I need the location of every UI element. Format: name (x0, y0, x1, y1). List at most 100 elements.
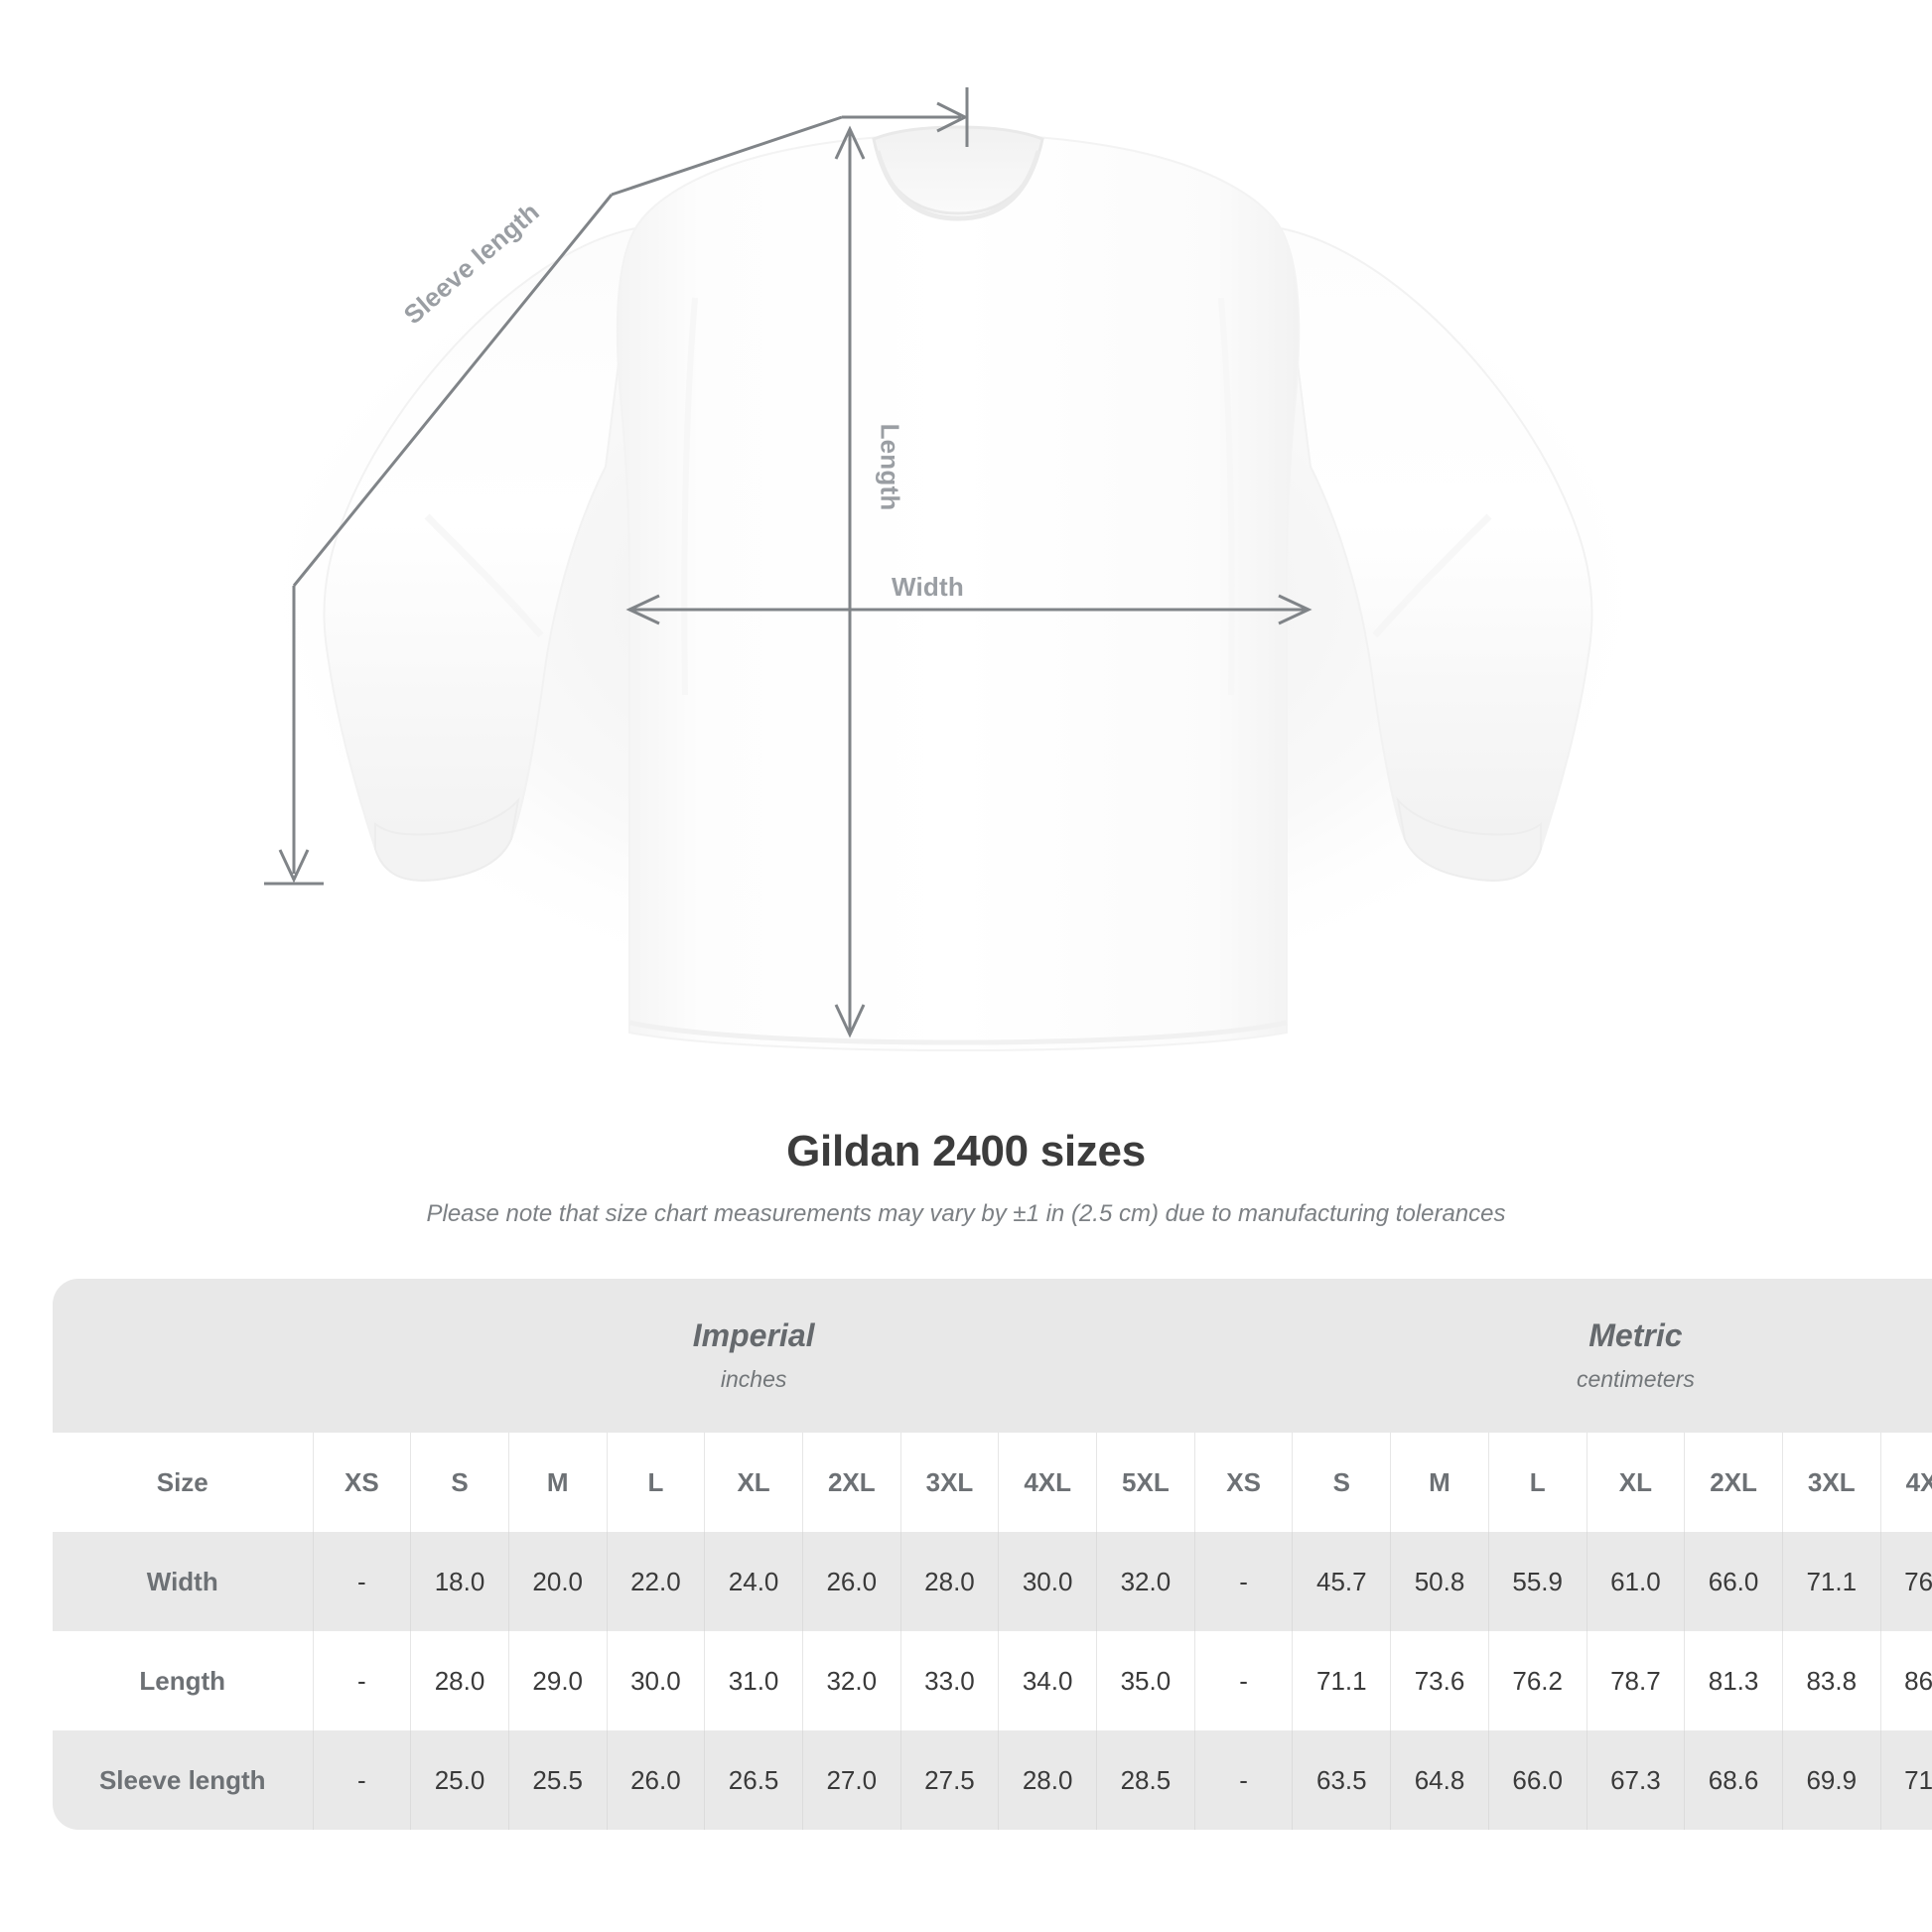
size-column-header-metric-2xl: 2XL (1684, 1433, 1783, 1532)
tolerance-note: Please note that size chart measurements… (426, 1200, 1506, 1227)
measurement-row-label-sleeve-length: Sleeve length (53, 1730, 314, 1830)
cell-length-imperial-5xl: 35.0 (1096, 1631, 1195, 1730)
cell-sleeve-length-imperial-l: 26.0 (607, 1730, 706, 1830)
unit-group-name: Metric (1588, 1317, 1683, 1354)
cell-length-imperial-xs: - (313, 1631, 412, 1730)
cell-width-metric-2xl: 66.0 (1684, 1532, 1783, 1631)
cell-width-imperial-2xl: 26.0 (802, 1532, 901, 1631)
cell-length-metric-xs: - (1194, 1631, 1294, 1730)
size-column-header-metric-4xl: 4XL (1880, 1433, 1932, 1532)
cell-sleeve-length-metric-s: 63.5 (1292, 1730, 1392, 1830)
cell-length-imperial-2xl: 32.0 (802, 1631, 901, 1730)
shirt-body (616, 132, 1301, 1052)
cell-width-imperial-xl: 24.0 (704, 1532, 803, 1631)
table-head: Imperial inches Metric centimeters Size XS S M… (53, 1279, 1932, 1532)
size-column-header-metric-3xl: 3XL (1782, 1433, 1881, 1532)
cell-sleeve-length-imperial-xl: 26.5 (704, 1730, 803, 1830)
size-column-header-metric-s: S (1292, 1433, 1392, 1532)
cell-length-imperial-4xl: 34.0 (998, 1631, 1097, 1730)
cell-length-metric-4xl: 86.4 (1880, 1631, 1932, 1730)
cell-length-metric-3xl: 83.8 (1782, 1631, 1881, 1730)
unit-group-subtitle: inches (720, 1365, 787, 1392)
cell-length-imperial-s: 28.0 (410, 1631, 509, 1730)
cell-sleeve-length-metric-m: 64.8 (1390, 1730, 1489, 1830)
cell-sleeve-length-metric-xl: 67.3 (1587, 1730, 1686, 1830)
left-cuff (374, 796, 520, 882)
cell-length-metric-s: 71.1 (1292, 1631, 1392, 1730)
size-column-header-imperial-l: L (607, 1433, 706, 1532)
cell-sleeve-length-imperial-xs: - (313, 1730, 412, 1830)
width-label: Width (892, 572, 964, 602)
size-column-header-imperial-2xl: 2XL (802, 1433, 901, 1532)
size-column-header-imperial-xl: XL (704, 1433, 803, 1532)
unit-group-subtitle: centimeters (1576, 1365, 1695, 1392)
size-column-header-imperial-3xl: 3XL (900, 1433, 1000, 1532)
cell-sleeve-length-imperial-2xl: 27.0 (802, 1730, 901, 1830)
size-column-header-metric-xs: XS (1194, 1433, 1294, 1532)
unit-header-row: Imperial inches Metric centimeters (53, 1279, 1932, 1433)
cell-sleeve-length-metric-2xl: 68.6 (1684, 1730, 1783, 1830)
table-row: Sleeve length -25.0 25.5 26.0 26.5 27.0 27.5 28… (53, 1730, 1932, 1830)
right-cuff (1396, 796, 1542, 882)
unit-group-header-imperial: Imperial inches (313, 1279, 1195, 1433)
size-column-header-imperial-5xl: 5XL (1096, 1433, 1195, 1532)
cell-width-imperial-xs: - (313, 1532, 412, 1631)
cell-width-metric-4xl: 76.2 (1880, 1532, 1932, 1631)
table-row: Width -18.0 20.0 22.0 24.0 26.0 28.0 30.0 32.0-4… (53, 1532, 1932, 1631)
cell-sleeve-length-imperial-4xl: 28.0 (998, 1730, 1097, 1830)
cell-sleeve-length-metric-4xl: 71.2 (1880, 1730, 1932, 1830)
cell-sleeve-length-metric-3xl: 69.9 (1782, 1730, 1881, 1830)
cell-sleeve-length-imperial-s: 25.0 (410, 1730, 509, 1830)
cell-length-metric-l: 76.2 (1488, 1631, 1587, 1730)
cell-length-imperial-m: 29.0 (508, 1631, 608, 1730)
cell-sleeve-length-metric-xs: - (1194, 1730, 1294, 1830)
cell-width-imperial-4xl: 30.0 (998, 1532, 1097, 1631)
size-column-header-imperial-xs: XS (313, 1433, 412, 1532)
size-column-header-metric-xl: XL (1587, 1433, 1686, 1532)
cell-width-imperial-m: 20.0 (508, 1532, 608, 1631)
measurement-row-label-length: Length (53, 1631, 314, 1730)
cell-length-imperial-l: 30.0 (607, 1631, 706, 1730)
table-row: Length -28.0 29.0 30.0 31.0 32.0 33.0 34.0 35.0-… (53, 1631, 1932, 1730)
cell-sleeve-length-metric-l: 66.0 (1488, 1730, 1587, 1830)
cell-width-metric-xl: 61.0 (1587, 1532, 1686, 1631)
size-column-header-imperial-s: S (410, 1433, 509, 1532)
cell-width-imperial-5xl: 32.0 (1096, 1532, 1195, 1631)
cell-sleeve-length-imperial-5xl: 28.5 (1096, 1730, 1195, 1830)
cell-width-metric-3xl: 71.1 (1782, 1532, 1881, 1631)
sleeve-length-dimension-arrow-icon (264, 87, 969, 886)
size-column-header-metric-m: M (1390, 1433, 1489, 1532)
cell-length-imperial-3xl: 33.0 (900, 1631, 1000, 1730)
size-column-header-metric-l: L (1488, 1433, 1587, 1532)
cell-length-imperial-xl: 31.0 (704, 1631, 803, 1730)
size-header-row: SizeXSSMLXL2XL3XL4XL5XLXSSMLXL2XL3XL4XL5… (53, 1433, 1932, 1532)
cell-width-metric-xs: - (1194, 1532, 1294, 1631)
cell-width-imperial-3xl: 28.0 (900, 1532, 1000, 1631)
long-sleeve-tshirt-icon (238, 87, 1668, 1052)
unit-header-spacer (53, 1279, 313, 1433)
cell-width-metric-l: 55.9 (1488, 1532, 1587, 1631)
cell-width-metric-m: 50.8 (1390, 1532, 1489, 1631)
cell-length-metric-m: 73.6 (1390, 1631, 1489, 1730)
size-column-header-imperial-m: M (508, 1433, 608, 1532)
collar (872, 125, 1044, 215)
size-chart-table: Imperial inches Metric centimeters Size XS S M… (53, 1279, 1932, 1830)
cell-width-imperial-s: 18.0 (410, 1532, 509, 1631)
page-title: Gildan 2400 sizes (786, 1127, 1146, 1175)
title-block: Gildan 2400 sizes Please note that size … (0, 1127, 1932, 1228)
cell-sleeve-length-imperial-m: 25.5 (508, 1730, 608, 1830)
unit-group-name: Imperial (692, 1317, 815, 1354)
cell-length-metric-xl: 78.7 (1587, 1631, 1686, 1730)
size-row-header-label: Size (53, 1433, 314, 1532)
size-column-header-imperial-4xl: 4XL (998, 1433, 1097, 1532)
unit-group-header-metric: Metric centimeters (1194, 1279, 1932, 1433)
size-chart-table-wrapper: Imperial inches Metric centimeters Size XS S M… (53, 1279, 1932, 1830)
cell-length-metric-2xl: 81.3 (1684, 1631, 1783, 1730)
length-dimension-arrow-icon (834, 125, 866, 1038)
cell-width-imperial-l: 22.0 (607, 1532, 706, 1631)
garment-diagram: Sleeve length Length Width (238, 87, 1668, 1052)
cell-sleeve-length-imperial-3xl: 27.5 (900, 1730, 1000, 1830)
measurement-row-label-width: Width (53, 1532, 314, 1631)
width-dimension-arrow-icon (625, 594, 1312, 625)
cell-width-metric-s: 45.7 (1292, 1532, 1392, 1631)
